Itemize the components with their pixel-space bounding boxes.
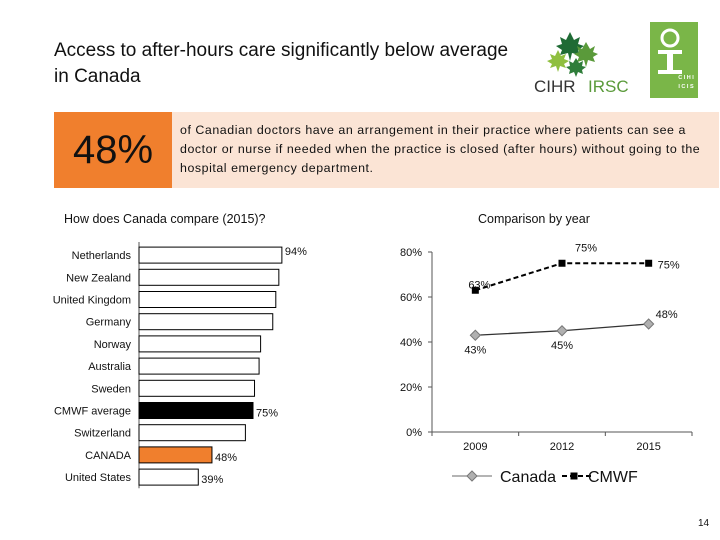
- point-label-cmwf: 75%: [575, 242, 597, 254]
- line-chart-title: Comparison by year: [478, 212, 590, 226]
- bar-category-label: Netherlands: [72, 250, 132, 262]
- point-label-canada: 45%: [551, 340, 573, 352]
- legend-label-cmwf: CMWF: [588, 469, 638, 486]
- point-label-canada: 43%: [464, 344, 486, 356]
- bar-united-states: [138, 468, 199, 486]
- legend-marker-cmwf: [570, 472, 578, 480]
- series-line-cmwf: [475, 262, 649, 292]
- bar-cmwf-average: [138, 402, 254, 419]
- bar-norway: [138, 335, 262, 353]
- y-tick-label: 80%: [400, 247, 422, 259]
- bar-netherlands: [138, 246, 283, 264]
- point-canada: [642, 318, 655, 330]
- bar-germany: [138, 313, 274, 331]
- y-tick-label: 40%: [400, 337, 422, 349]
- bar-united-kingdom: [138, 291, 277, 308]
- y-tick-label: 0%: [406, 427, 422, 439]
- bar-value-label: 48%: [215, 452, 237, 464]
- cihr-irsc-logo: CIHR IRSC: [534, 32, 629, 96]
- x-tick-label: 2009: [463, 441, 487, 453]
- irsc-text: IRSC: [588, 77, 629, 96]
- bar-canada: [138, 446, 213, 464]
- bar-category-label: United Kingdom: [53, 295, 131, 307]
- bar-australia: [138, 357, 260, 375]
- point-cmwf: [645, 259, 653, 267]
- line-chart: 0% 20% 40% 60% 80% 2009 2012 2015 43% 45% 48% 63% 75…: [400, 242, 693, 486]
- point-cmwf: [471, 286, 479, 294]
- y-tick-label: 20%: [400, 382, 422, 394]
- bar-value-label: 75%: [256, 408, 278, 420]
- point-label-cmwf: 75%: [658, 259, 680, 271]
- point-cmwf: [558, 259, 566, 267]
- cihr-text: CIHR: [534, 77, 576, 96]
- bar-category-label: Norway: [94, 339, 132, 351]
- bar-new-zealand: [138, 268, 280, 286]
- highlight-text: of Canadian doctors have an arrangement …: [180, 123, 701, 175]
- bar-value-label: 39%: [201, 474, 223, 486]
- bar-category-label: Sweden: [91, 383, 131, 395]
- bar-category-label: United States: [65, 472, 132, 484]
- cihi-icis-logo: C I H I I C I S: [650, 22, 698, 98]
- icis-text: I C I S: [678, 84, 694, 90]
- legend-label-canada: Canada: [500, 469, 556, 486]
- bar-category-label: New Zealand: [66, 272, 131, 284]
- cihi-text: C I H I: [678, 75, 694, 81]
- bar-value-label: 94%: [285, 246, 307, 258]
- bar-category-label: CANADA: [85, 450, 132, 462]
- highlight-value: 48%: [54, 112, 172, 188]
- bar-sweden: [138, 379, 256, 397]
- cihi-figure-icon: [658, 28, 682, 74]
- point-canada: [469, 329, 482, 341]
- maple-leaf-cluster-icon: [547, 32, 598, 77]
- bar-chart-title: How does Canada compare (2015)?: [64, 212, 266, 226]
- bar-category-label: Germany: [86, 317, 132, 329]
- y-tick-label: 60%: [400, 292, 422, 304]
- point-label-canada: 48%: [656, 309, 678, 321]
- bar-category-label: CMWF average: [54, 406, 131, 418]
- bar-chart: Netherlands 94% New Zealand United Kingdom G…: [53, 242, 307, 489]
- bar-switzerland: [138, 424, 246, 442]
- bar-category-label: Switzerland: [74, 428, 131, 440]
- point-label-cmwf: 63%: [468, 279, 490, 291]
- point-canada: [556, 325, 568, 337]
- slide-title: Access to after-hours care significantly…: [54, 40, 509, 87]
- x-tick-label: 2015: [636, 441, 660, 453]
- legend-marker-canada: [466, 470, 478, 482]
- page-number: 14: [698, 518, 710, 529]
- bar-category-label: Australia: [88, 361, 132, 373]
- x-tick-label: 2012: [550, 441, 574, 453]
